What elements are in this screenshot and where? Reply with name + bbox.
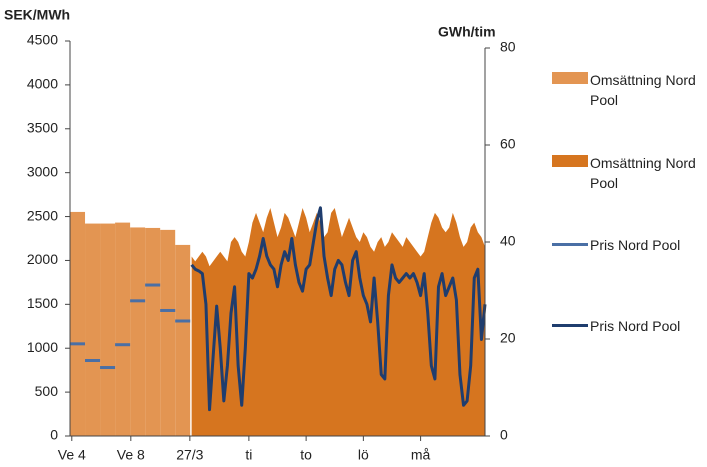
- x-tick-label: 27/3: [176, 447, 203, 463]
- area-step: [160, 229, 176, 436]
- y-tick-label: 3500: [27, 119, 58, 135]
- y-tick-label: 500: [35, 383, 59, 399]
- x-tick-label: to: [300, 447, 312, 463]
- x-tick-label: Ve 4: [58, 447, 86, 463]
- legend-label: Pris Nord Pool: [590, 318, 681, 334]
- area: [191, 208, 485, 436]
- y-tick-label: 2500: [27, 207, 58, 223]
- area-step: [130, 227, 146, 436]
- legend-swatch: [552, 72, 588, 84]
- legend-label: Pris Nord Pool: [590, 237, 681, 253]
- y-tick-label: 1500: [27, 295, 58, 311]
- y-axis-label: SEK/MWh: [4, 7, 70, 23]
- y-tick-label: 0: [50, 427, 58, 443]
- y-tick-label: 3000: [27, 163, 58, 179]
- area-step: [115, 222, 131, 436]
- area-step: [70, 211, 86, 436]
- y-tick-label: 2000: [27, 251, 58, 267]
- legend-swatch: [552, 155, 588, 167]
- area-step: [85, 223, 101, 436]
- line: [190, 206, 487, 412]
- x-tick-label: Ve 8: [117, 447, 145, 463]
- y-tick-label: 4500: [27, 32, 58, 48]
- legend-label: Omsättning Nord Pool: [590, 155, 696, 191]
- x-tick-label: ti: [245, 447, 252, 463]
- x-tick-label: lö: [358, 447, 369, 463]
- y-tick-label: 1000: [27, 339, 58, 355]
- y-tick-label: 4000: [27, 76, 58, 92]
- area-step: [175, 244, 191, 436]
- y2-tick-label: 80: [500, 39, 516, 55]
- legend-swatch: [552, 324, 588, 327]
- y2-tick-label: 20: [500, 330, 516, 346]
- legend-swatch: [552, 243, 588, 246]
- area-step: [145, 227, 161, 436]
- y2-tick-label: 40: [500, 233, 516, 249]
- plot: [70, 206, 487, 436]
- area-step: [100, 223, 116, 436]
- y2-tick-label: 0: [500, 427, 508, 443]
- y2-tick-label: 60: [500, 136, 516, 152]
- y2-axis-label: GWh/tim: [438, 24, 496, 40]
- legend-label: Omsättning Nord Pool: [590, 72, 696, 108]
- x-tick-label: må: [411, 447, 431, 463]
